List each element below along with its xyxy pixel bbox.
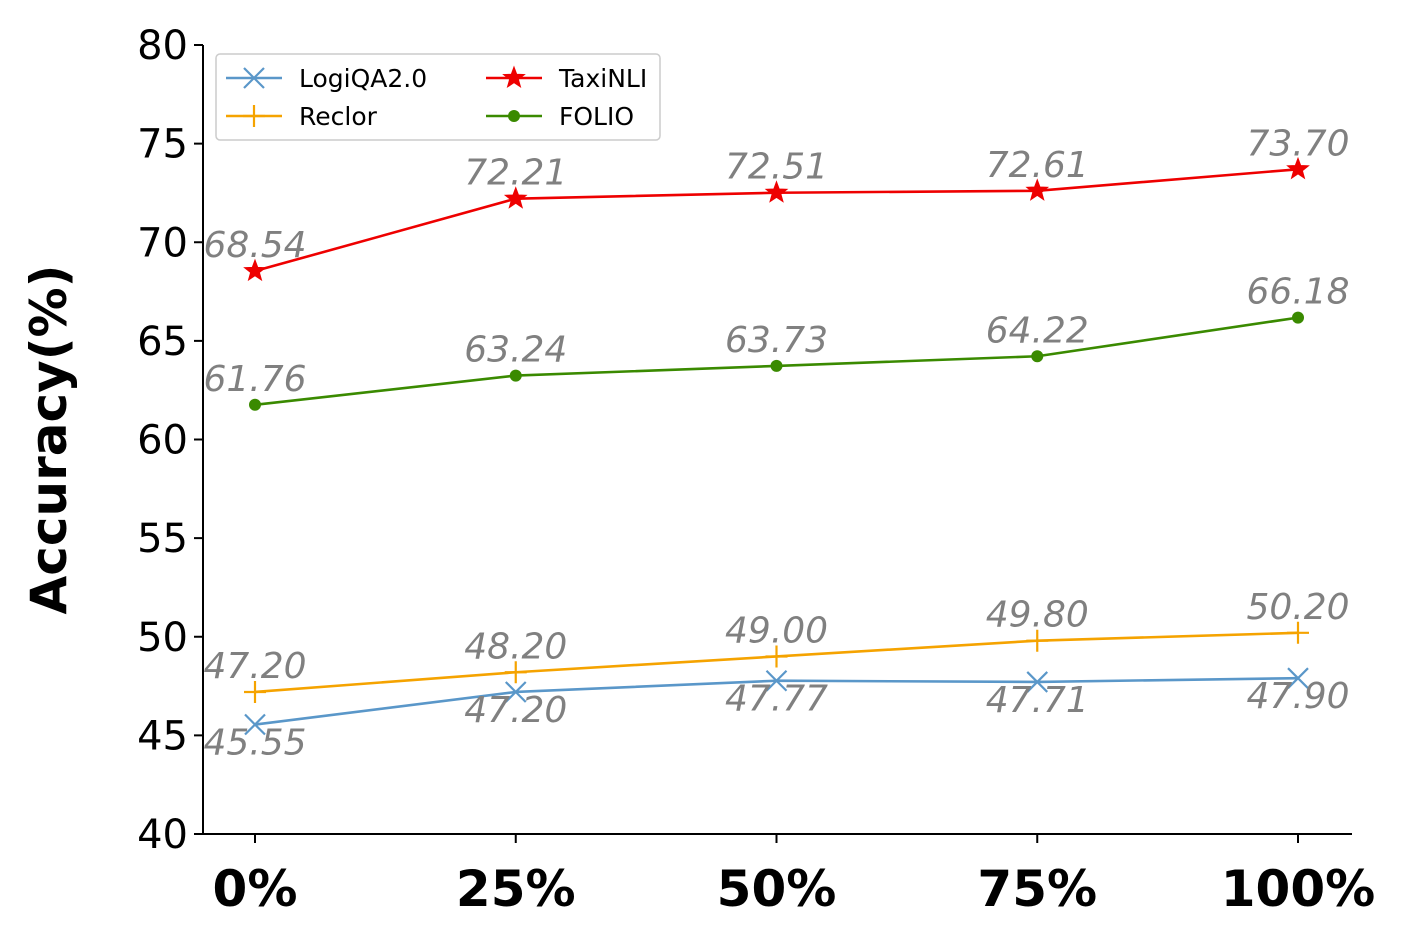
data-label-reclor-2: 49.00: [725, 610, 828, 651]
point-taxinli-4: [1286, 156, 1310, 180]
legend-label-taxinli: TaxiNLI: [558, 64, 647, 93]
legend-marker-reclor: [243, 105, 265, 127]
x-tick-label-4: 100%: [1221, 860, 1375, 918]
point-logiqa2-0-1: [504, 681, 527, 703]
data-label-reclor-3: 49.80: [986, 595, 1089, 636]
series-logiqa2-0: [244, 667, 1309, 736]
series-reclor: [244, 621, 1309, 703]
series-lines: [243, 156, 1310, 736]
data-label-logiqa2-0-3: 47.71: [986, 680, 1089, 721]
point-reclor-2: [765, 645, 788, 668]
data-label-logiqa2-0-1: 47.20: [464, 690, 567, 731]
point-logiqa2-0-2: [765, 669, 788, 692]
data-label-logiqa2-0-2: 47.77: [725, 679, 828, 720]
point-folio-2: [770, 359, 783, 372]
y-tick-label-45: 45: [137, 713, 188, 759]
point-reclor-4: [1287, 621, 1309, 644]
x-tick-label-2: 50%: [717, 860, 837, 918]
data-label-logiqa2-0-0: 45.55: [203, 723, 306, 764]
data-labels: 45.55 47.20 47.77 47.71 47.90 47.20 48.20 49.00…: [203, 123, 1349, 763]
point-folio-4: [1292, 311, 1304, 324]
x-tick-label-1: 25%: [456, 860, 576, 918]
data-label-taxinli-0: 68.54: [203, 225, 306, 266]
y-tick-label-40: 40: [137, 812, 188, 858]
y-tick-label-50: 50: [137, 615, 188, 661]
legend-box: [215, 53, 661, 141]
data-label-reclor-4: 50.20: [1246, 587, 1349, 628]
data-label-folio-0: 61.76: [203, 359, 306, 400]
y-axis-title: Accuracy(%): [20, 265, 78, 615]
legend-marker-taxinli: [502, 65, 526, 89]
legend-label-folio: FOLIO: [559, 102, 634, 131]
point-logiqa2-0-3: [1026, 671, 1049, 693]
point-logiqa2-0-4: [1287, 667, 1309, 689]
y-tick-label-75: 75: [137, 122, 188, 168]
legend-label-logiqa2-0: LogiQA2.0: [299, 64, 427, 93]
x-tick-label-3: 75%: [977, 860, 1097, 918]
point-folio-3: [1031, 350, 1044, 363]
y-tick-label-60: 60: [137, 418, 188, 464]
point-reclor-0: [244, 680, 266, 703]
legend-entry-taxinli: TaxiNLI: [486, 64, 647, 93]
y-tick-label-55: 55: [137, 516, 188, 562]
point-reclor-1: [504, 661, 527, 684]
legend: LogiQA2.0 TaxiNLI Reclor FOLIO: [215, 53, 661, 141]
data-label-logiqa2-0-4: 47.90: [1246, 676, 1349, 717]
legend-entry-reclor: Reclor: [226, 102, 378, 131]
data-label-taxinli-4: 73.70: [1246, 123, 1349, 164]
data-label-taxinli-2: 72.51: [725, 147, 828, 188]
point-taxinli-3: [1025, 178, 1050, 201]
point-taxinli-2: [764, 180, 789, 203]
legend-entry-folio: FOLIO: [486, 102, 634, 131]
data-label-folio-1: 63.24: [464, 330, 567, 371]
legend-entry-logiqa2-0: LogiQA2.0: [226, 64, 427, 93]
legend-label-reclor: Reclor: [299, 102, 378, 131]
data-label-taxinli-1: 72.21: [464, 153, 567, 194]
series-taxinli: [243, 156, 1310, 282]
point-reclor-3: [1026, 629, 1049, 652]
legend-marker-logiqa2-0: [243, 67, 265, 89]
point-folio-1: [509, 369, 522, 382]
point-logiqa2-0-0: [244, 713, 266, 736]
axes: 40 45 50 55 60 65 70 75 80 0% 25% 50% 75% 100% Accurac…: [20, 23, 1375, 918]
data-label-folio-2: 63.73: [725, 320, 828, 361]
point-taxinli-1: [503, 186, 528, 209]
point-taxinli-0: [243, 258, 267, 282]
data-label-taxinli-3: 72.61: [986, 145, 1089, 186]
data-label-folio-3: 64.22: [986, 310, 1089, 351]
data-label-reclor-0: 47.20: [203, 646, 306, 687]
legend-marker-folio: [508, 110, 520, 122]
y-tick-label-80: 80: [137, 23, 188, 69]
series-folio: [249, 311, 1304, 411]
y-tick-label-70: 70: [137, 220, 188, 266]
data-label-folio-4: 66.18: [1246, 272, 1349, 313]
data-label-reclor-1: 48.20: [464, 626, 567, 667]
y-tick-label-65: 65: [137, 319, 188, 365]
x-tick-label-0: 0%: [213, 860, 298, 918]
point-folio-0: [249, 398, 261, 411]
